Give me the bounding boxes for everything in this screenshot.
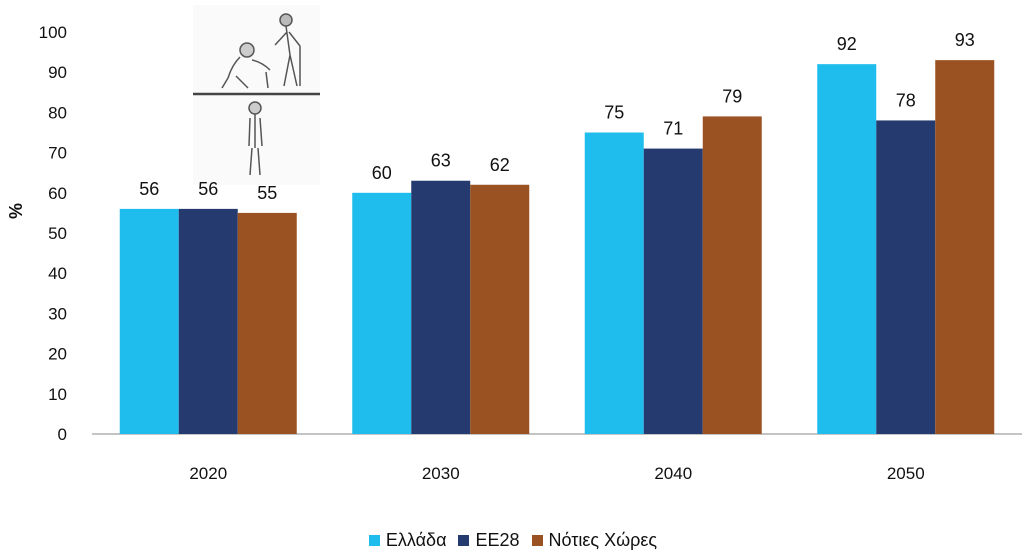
bar	[935, 60, 995, 434]
data-label: 56	[139, 179, 159, 199]
aging-illustration	[193, 5, 320, 185]
bar	[119, 208, 179, 434]
legend-label-southern: Νότιες Χώρες	[548, 530, 658, 550]
x-tick-label: 2040	[654, 464, 692, 483]
legend-item-southern: Νότιες Χώρες	[531, 530, 658, 551]
y-tick-label: 40	[48, 264, 67, 283]
x-tick-label: 2020	[189, 464, 227, 483]
bar	[584, 132, 644, 434]
data-label: 71	[663, 119, 683, 139]
y-tick-label: 0	[58, 425, 67, 444]
legend-label-greece: Ελλάδα	[385, 530, 447, 550]
legend-swatch-southern	[531, 535, 543, 546]
bar	[470, 184, 530, 434]
bar	[817, 64, 877, 434]
bar	[643, 148, 703, 434]
data-label: 92	[837, 34, 857, 54]
legend-swatch-greece	[368, 535, 380, 546]
y-tick-label: 60	[48, 184, 67, 203]
y-tick-label: 50	[48, 224, 67, 243]
y-axis-label: %	[6, 203, 26, 219]
data-label: 56	[198, 179, 218, 199]
bar	[876, 120, 936, 434]
data-label: 79	[722, 86, 742, 106]
legend-item-greece: Ελλάδα	[368, 530, 447, 551]
legend-item-eu28: ΕΕ28	[458, 530, 520, 551]
y-tick-label: 100	[39, 23, 67, 42]
legend-swatch-eu28	[458, 535, 470, 546]
data-label: 75	[604, 103, 624, 123]
x-tick-label: 2030	[422, 464, 460, 483]
data-label: 63	[431, 151, 451, 171]
y-tick-label: 70	[48, 144, 67, 163]
legend: Ελλάδα ΕΕ28 Νότιες Χώρες	[0, 530, 1026, 551]
data-label: 62	[490, 155, 510, 175]
y-tick-label: 30	[48, 304, 67, 323]
data-label: 93	[955, 30, 975, 50]
bar	[702, 116, 762, 435]
y-tick-label: 90	[48, 63, 67, 82]
bar	[352, 192, 412, 434]
bar	[178, 208, 238, 434]
data-label: 60	[372, 163, 392, 183]
data-label: 78	[896, 90, 916, 110]
bar	[411, 180, 471, 434]
x-tick-label: 2050	[887, 464, 925, 483]
data-label: 55	[257, 183, 277, 203]
y-tick-label: 80	[48, 103, 67, 122]
y-tick-label: 20	[48, 345, 67, 364]
legend-label-eu28: ΕΕ28	[475, 530, 520, 550]
bar	[237, 212, 297, 434]
y-tick-label: 10	[48, 385, 67, 404]
